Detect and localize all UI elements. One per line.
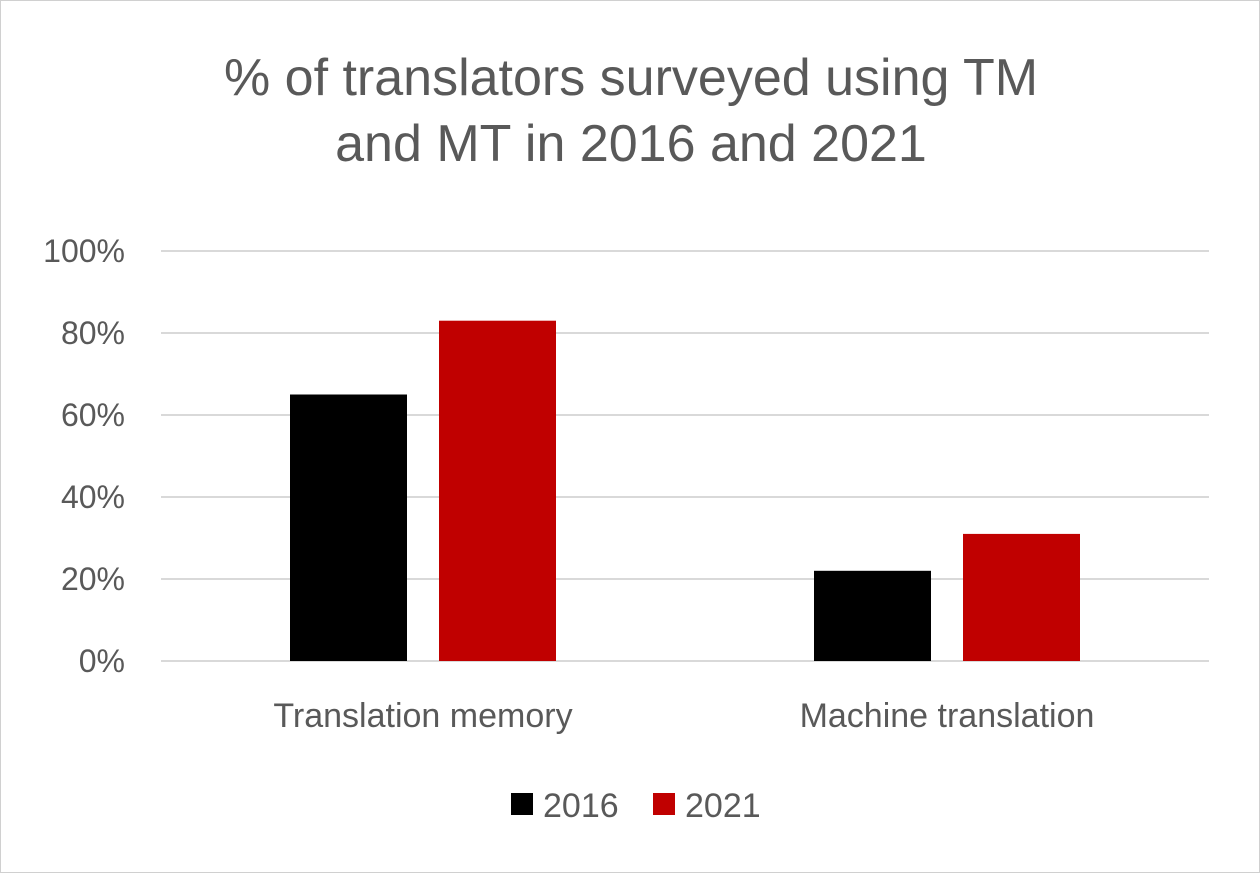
chart-title-line-1: % of translators surveyed using TM: [223, 49, 1039, 107]
bar-2021-translation-memory: [439, 320, 556, 661]
y-tick-label-0: 0%: [79, 643, 125, 679]
legend-label-2016: 2016: [543, 787, 619, 825]
y-tick-label-80: 80%: [61, 315, 125, 351]
legend-swatch-2021: [653, 793, 675, 815]
legend-label-2021: 2021: [685, 787, 761, 825]
x-category-label-1: Machine translation: [800, 697, 1095, 735]
y-tick-label-60: 60%: [61, 397, 125, 433]
chart-title-line-2: and MT in 2016 and 2021: [335, 115, 927, 173]
chart-title: % of translators surveyed using TM and M…: [1, 45, 1260, 177]
bar-2016-translation-memory: [290, 394, 407, 661]
y-tick-label-20: 20%: [61, 561, 125, 597]
y-tick-label-40: 40%: [61, 479, 125, 515]
bar-2021-machine-translation: [963, 533, 1080, 661]
y-tick-label-100: 100%: [43, 233, 125, 269]
legend-swatch-2016: [511, 793, 533, 815]
bar-2016-machine-translation: [814, 570, 931, 661]
x-category-label-0: Translation memory: [273, 697, 572, 735]
